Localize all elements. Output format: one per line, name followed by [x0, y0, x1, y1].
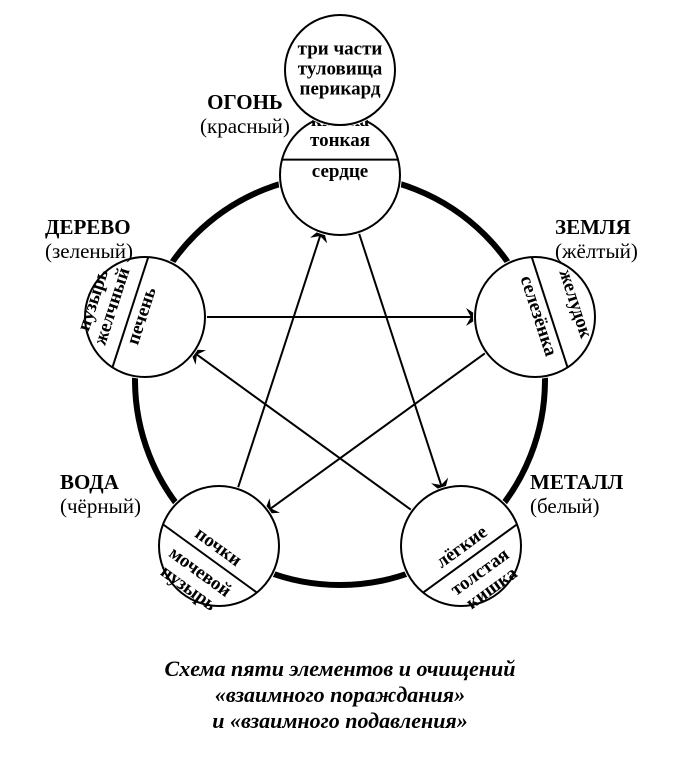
node-water: почкимочевойпузырь	[135, 484, 281, 631]
node-earth: селезёнкажелудок	[473, 245, 603, 379]
pericard-line: перикард	[300, 78, 381, 99]
label-water: ВОДА (чёрный)	[60, 470, 141, 518]
caption-line: и «взаимного подавления»	[0, 708, 680, 734]
node-metal: лёгкиетолстаякишка	[399, 484, 545, 631]
element-title: ОГОНЬ	[200, 90, 290, 114]
element-color: (чёрный)	[60, 494, 141, 518]
node-outer-organ: тонкая	[310, 130, 370, 151]
control-arrow	[357, 227, 443, 492]
pericard-line: туловища	[298, 58, 383, 79]
label-metal: МЕТАЛЛ (белый)	[530, 470, 623, 518]
caption: Схема пяти элементов и очищений «взаимно…	[0, 656, 680, 734]
pericard-line: три части	[298, 38, 383, 59]
node-pericard: три чаституловищаперикард	[283, 13, 397, 127]
control-arrow	[236, 229, 322, 494]
label-fire: ОГОНЬ (красный)	[200, 90, 290, 138]
element-color: (красный)	[200, 114, 290, 138]
element-title: ВОДА	[60, 470, 141, 494]
element-title: ДЕРЕВО	[45, 215, 133, 239]
caption-line: Схема пяти элементов и очищений	[0, 656, 680, 682]
element-title: ЗЕМЛЯ	[555, 215, 638, 239]
caption-line: «взаимного пораждания»	[0, 682, 680, 708]
element-color: (белый)	[530, 494, 623, 518]
node-fire: сердцетонкаякишка	[278, 110, 402, 237]
node-inner-organ: сердце	[312, 161, 368, 182]
label-wood: ДЕРЕВО (зеленый)	[45, 215, 133, 263]
diagram-svg: сердцетонкаякишкаселезёнкажелудоклёгкиет…	[0, 0, 680, 760]
label-earth: ЗЕМЛЯ (жёлтый)	[555, 215, 638, 263]
element-color: (зеленый)	[45, 239, 133, 263]
element-title: МЕТАЛЛ	[530, 470, 623, 494]
diagram-stage: сердцетонкаякишкаселезёнкажелудоклёгкиет…	[0, 0, 680, 760]
element-color: (жёлтый)	[555, 239, 638, 263]
